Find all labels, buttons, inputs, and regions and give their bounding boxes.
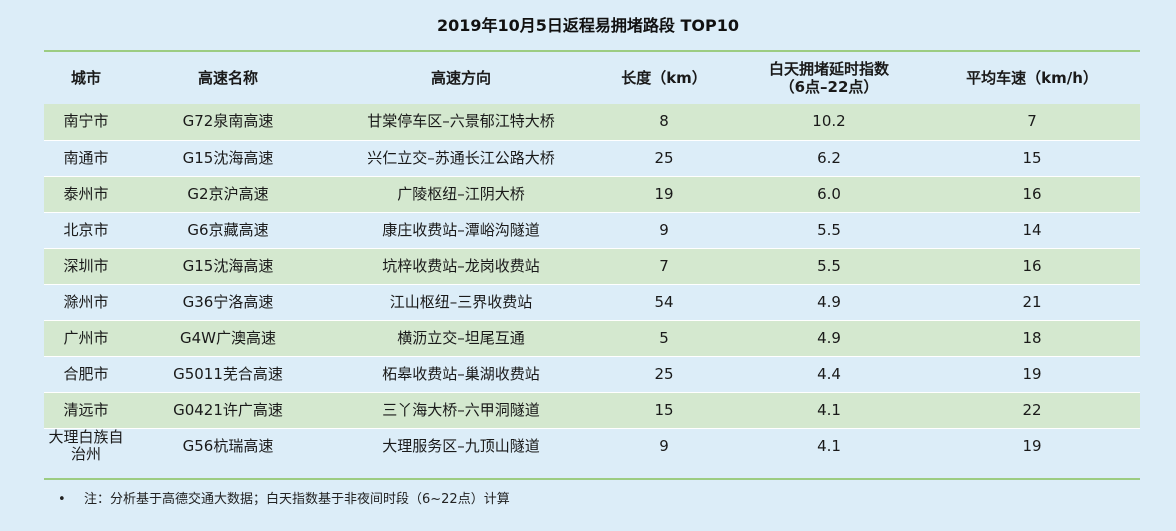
cell-city: 广州市 [44,320,128,357]
header-row: 城市 高速名称 高速方向 长度（km） 白天拥堵延时指数 （6点–22点） 平均… [44,52,1140,104]
cell-city: 合肥市 [44,356,128,393]
cell-name: G2京沪高速 [128,176,328,213]
header-index-line2: （6点–22点） [779,78,879,96]
cell-name: G72泉南高速 [128,104,328,141]
cell-name: G0421许广高速 [128,392,328,429]
header-length: 长度（km） [621,69,707,87]
bottom-rule [44,478,1140,480]
top-rule [44,50,1140,52]
cell-index: 4.4 [734,356,924,393]
cell-direction: 广陵枢纽–江阴大桥 [328,176,594,213]
cell-direction: 甘棠停车区–六景郁江特大桥 [328,104,594,141]
congestion-table: 城市 高速名称 高速方向 长度（km） 白天拥堵延时指数 （6点–22点） 平均… [44,52,1140,464]
cell-length: 9 [594,428,734,464]
cell-index: 10.2 [734,104,924,141]
footnote-bullet: • [58,492,66,507]
table-row: 大理白族自治州 G56杭瑞高速 大理服务区–九顶山隧道 9 4.1 19 [44,428,1140,464]
cell-length: 25 [594,140,734,177]
cell-name: G15沈海高速 [128,248,328,285]
cell-speed: 14 [924,212,1140,249]
cell-length: 9 [594,212,734,249]
cell-name: G15沈海高速 [128,140,328,177]
cell-city: 滁州市 [44,284,128,321]
cell-direction: 江山枢纽–三界收费站 [328,284,594,321]
table-row: 泰州市 G2京沪高速 广陵枢纽–江阴大桥 19 6.0 16 [44,176,1140,213]
cell-speed: 18 [924,320,1140,357]
footnote-text: 注：分析基于高德交通大数据；白天指数基于非夜间时段（6~22点）计算 [84,492,510,507]
cell-length: 7 [594,248,734,285]
cell-speed: 16 [924,176,1140,213]
cell-city: 泰州市 [44,176,128,213]
cell-name: G5011芜合高速 [128,356,328,393]
cell-index: 5.5 [734,212,924,249]
cell-speed: 15 [924,140,1140,177]
cell-speed: 7 [924,104,1140,141]
cell-length: 19 [594,176,734,213]
header-city: 城市 [70,69,101,87]
cell-name: G36宁洛高速 [128,284,328,321]
header-index: 白天拥堵延时指数 （6点–22点） [734,52,924,104]
table-title: 2019年10月5日返程易拥堵路段 TOP10 [436,16,739,35]
cell-city: 北京市 [44,212,128,249]
cell-city: 南通市 [44,140,128,177]
cell-length: 15 [594,392,734,429]
cell-length: 5 [594,320,734,357]
cell-index: 6.2 [734,140,924,177]
cell-direction: 大理服务区–九顶山隧道 [328,428,594,464]
header-name: 高速名称 [197,69,258,87]
table-row: 广州市 G4W广澳高速 横沥立交–坦尾互通 5 4.9 18 [44,320,1140,357]
cell-direction: 三丫海大桥–六甲洞隧道 [328,392,594,429]
cell-city: 清远市 [44,392,128,429]
cell-length: 8 [594,104,734,141]
cell-direction: 康庄收费站–潭峪沟隧道 [328,212,594,249]
cell-speed: 16 [924,248,1140,285]
cell-name: G4W广澳高速 [128,320,328,357]
cell-index: 4.9 [734,284,924,321]
cell-speed: 21 [924,284,1140,321]
table-row: 北京市 G6京藏高速 康庄收费站–潭峪沟隧道 9 5.5 14 [44,212,1140,249]
cell-city: 南宁市 [44,104,128,141]
cell-name: G6京藏高速 [128,212,328,249]
cell-city: 深圳市 [44,248,128,285]
table-row: 深圳市 G15沈海高速 坑梓收费站–龙岗收费站 7 5.5 16 [44,248,1140,285]
cell-speed: 19 [924,428,1140,464]
footnote: • 注：分析基于高德交通大数据；白天指数基于非夜间时段（6~22点）计算 [58,488,510,507]
cell-index: 4.1 [734,392,924,429]
cell-index: 4.9 [734,320,924,357]
cell-city: 大理白族自治州 [44,428,128,464]
cell-length: 54 [594,284,734,321]
table-row: 南通市 G15沈海高速 兴仁立交–苏通长江公路大桥 25 6.2 15 [44,140,1140,177]
cell-direction: 兴仁立交–苏通长江公路大桥 [328,140,594,177]
table-row: 合肥市 G5011芜合高速 柘皋收费站–巢湖收费站 25 4.4 19 [44,356,1140,393]
cell-index: 6.0 [734,176,924,213]
cell-speed: 22 [924,392,1140,429]
table-row: 清远市 G0421许广高速 三丫海大桥–六甲洞隧道 15 4.1 22 [44,392,1140,429]
header-direction: 高速方向 [430,69,491,87]
cell-direction: 坑梓收费站–龙岗收费站 [328,248,594,285]
cell-direction: 横沥立交–坦尾互通 [328,320,594,357]
table-row: 滁州市 G36宁洛高速 江山枢纽–三界收费站 54 4.9 21 [44,284,1140,321]
header-index-line1: 白天拥堵延时指数 [768,60,889,78]
table-row: 南宁市 G72泉南高速 甘棠停车区–六景郁江特大桥 8 10.2 7 [44,104,1140,141]
cell-index: 4.1 [734,428,924,464]
cell-direction: 柘皋收费站–巢湖收费站 [328,356,594,393]
cell-length: 25 [594,356,734,393]
header-speed: 平均车速（km/h） [966,69,1098,87]
cell-name: G56杭瑞高速 [128,428,328,464]
cell-speed: 19 [924,356,1140,393]
cell-index: 5.5 [734,248,924,285]
